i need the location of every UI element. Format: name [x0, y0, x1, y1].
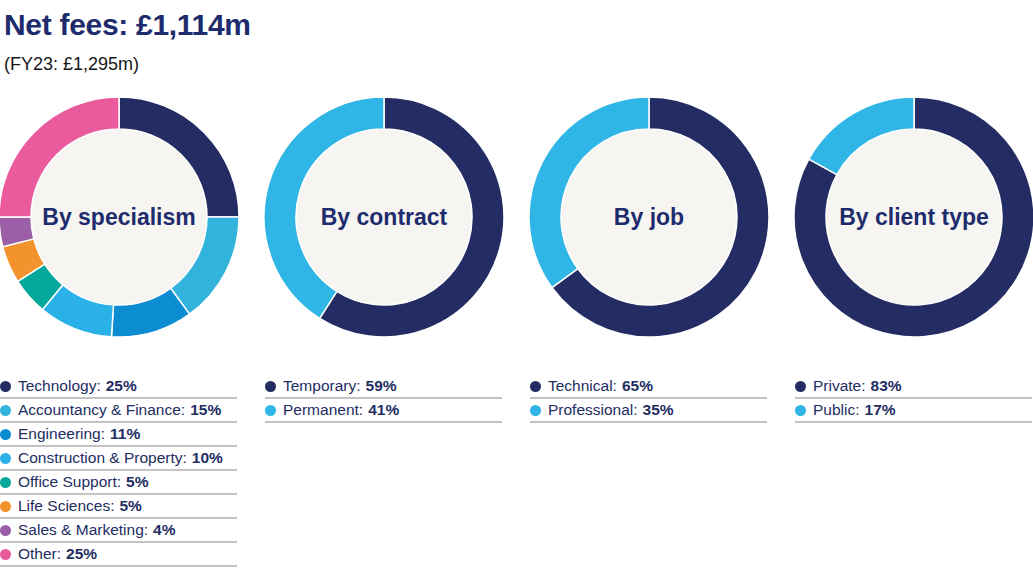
legend-bullet-icon — [0, 453, 11, 464]
legend-value: 4% — [153, 521, 175, 539]
legend-label: Life Sciences: — [18, 497, 115, 515]
legend-value: 25% — [66, 545, 97, 563]
legend-item-technology: Technology: 25% — [0, 375, 237, 399]
legend-label: Engineering: — [18, 425, 105, 443]
legend-label: Private: — [813, 377, 866, 395]
legend-item-public: Public: 17% — [795, 399, 1032, 423]
legend-label: Sales & Marketing: — [18, 521, 148, 539]
legend-bullet-icon — [795, 405, 806, 416]
donut-inner-circle — [296, 129, 472, 305]
legend-label: Accountancy & Finance: — [18, 401, 185, 419]
page-subtitle: (FY23: £1,295m) — [4, 54, 139, 75]
legend-value: 17% — [865, 401, 896, 419]
donut-chart-by-contract: By contract Temporary: 59%Permanent: 41% — [265, 94, 502, 567]
donut-by-job: By job — [528, 96, 770, 338]
donut-ring-svg — [0, 96, 240, 338]
legend-value: 41% — [368, 401, 399, 419]
legend-by-job: Technical: 65% Professional: 35% — [530, 375, 767, 423]
legend-value: 11% — [110, 425, 140, 443]
legend-bullet-icon — [795, 381, 806, 392]
legend-item-technical: Technical: 65% — [530, 375, 767, 399]
page-title: Net fees: £1,114m — [4, 8, 251, 42]
legend-bullet-icon — [0, 549, 11, 560]
legend-item-construction-property: Construction & Property: 10% — [0, 447, 237, 471]
legend-value: 5% — [120, 497, 142, 515]
legend-item-permanent: Permanent: 41% — [265, 399, 502, 423]
legend-bullet-icon — [0, 381, 11, 392]
legend-label: Technology: — [18, 377, 101, 395]
legend-item-other: Other: 25% — [0, 543, 237, 567]
legend-value: 59% — [366, 377, 397, 395]
legend-bullet-icon — [265, 381, 276, 392]
legend-by-contract: Temporary: 59%Permanent: 41% — [265, 375, 502, 423]
legend-bullet-icon — [0, 525, 11, 536]
legend-value: 5% — [126, 473, 148, 491]
legend-value: 35% — [643, 401, 674, 419]
legend-by-client-type: Private: 83% Public: 17% — [795, 375, 1032, 423]
donut-inner-circle — [826, 129, 1002, 305]
legend-item-temporary: Temporary: 59% — [265, 375, 502, 399]
legend-item-office-support: Office Support: 5% — [0, 471, 237, 495]
legend-label: Temporary: — [283, 377, 361, 395]
legend-label: Other: — [18, 545, 61, 563]
donut-ring-svg — [528, 96, 770, 338]
legend-label: Office Support: — [18, 473, 121, 491]
legend-value: 25% — [106, 377, 137, 395]
legend-value: 15% — [190, 401, 221, 419]
legend-bullet-icon — [265, 405, 276, 416]
legend-value: 65% — [622, 377, 653, 395]
legend-bullet-icon — [530, 405, 541, 416]
donut-ring-svg — [263, 96, 505, 338]
legend-item-sales-marketing: Sales & Marketing: 4% — [0, 519, 237, 543]
legend-bullet-icon — [0, 477, 11, 488]
legend-item-engineering: Engineering: 11% — [0, 423, 237, 447]
legend-bullet-icon — [0, 405, 11, 416]
charts-row: By specialism Technology: 25% Accountancy … — [0, 94, 1033, 567]
legend-value: 83% — [871, 377, 902, 395]
donut-chart-by-specialism: By specialism Technology: 25% Accountancy … — [0, 94, 237, 567]
legend-item-professional: Professional: 35% — [530, 399, 767, 423]
legend-item-accountancy-finance: Accountancy & Finance: 15% — [0, 399, 237, 423]
legend-by-specialism: Technology: 25% Accountancy & Finance: 15% E… — [0, 375, 237, 567]
net-fees-infographic: Net fees: £1,114m (FY23: £1,295m) By spe… — [0, 0, 1033, 585]
legend-label: Permanent: — [283, 401, 363, 419]
legend-value: 10% — [192, 449, 223, 467]
legend-bullet-icon — [0, 429, 11, 440]
donut-inner-circle — [561, 129, 737, 305]
donut-ring-svg — [793, 96, 1033, 338]
legend-item-life-sciences: Life Sciences: 5% — [0, 495, 237, 519]
donut-chart-by-client-type: By client type Private: 83% Public: 17% — [795, 94, 1032, 567]
legend-label: Public: — [813, 401, 860, 419]
donut-inner-circle — [31, 129, 207, 305]
donut-by-client-type: By client type — [793, 96, 1033, 338]
donut-by-contract: By contract — [263, 96, 505, 338]
legend-bullet-icon — [0, 501, 11, 512]
legend-label: Technical: — [548, 377, 617, 395]
legend-label: Construction & Property: — [18, 449, 187, 467]
donut-chart-by-job: By job Technical: 65% Professional: 35% — [530, 94, 767, 567]
donut-by-specialism: By specialism — [0, 96, 240, 338]
legend-item-private: Private: 83% — [795, 375, 1032, 399]
legend-bullet-icon — [530, 381, 541, 392]
legend-label: Professional: — [548, 401, 638, 419]
